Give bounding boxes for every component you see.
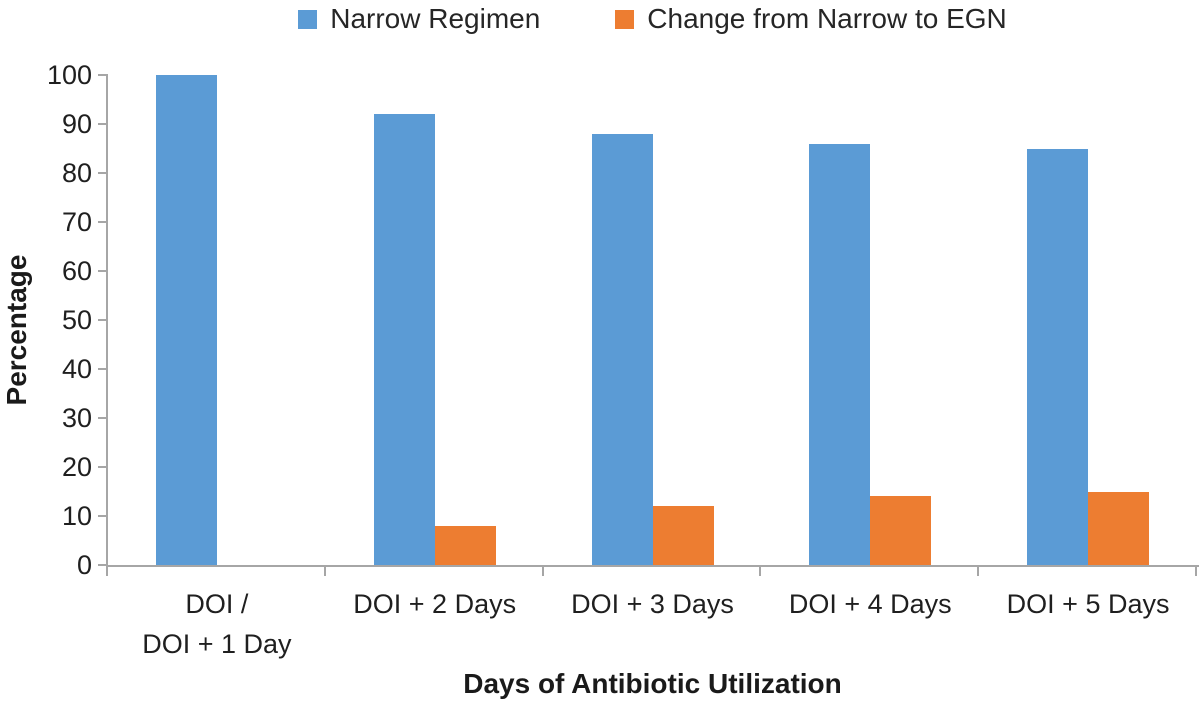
y-tick-mark [98, 74, 108, 76]
legend-item-narrow-regimen: Narrow Regimen [298, 3, 540, 35]
chart-legend: Narrow Regimen Change from Narrow to EGN [108, 2, 1197, 36]
y-tick-label: 0 [76, 550, 92, 580]
x-category-label: DOI + 4 Days [761, 584, 979, 624]
legend-label-narrow-regimen: Narrow Regimen [330, 3, 541, 34]
x-category-label: DOI + 3 Days [544, 584, 762, 624]
bar-narrow-regimen [1027, 148, 1089, 565]
x-boundary-tick [1195, 567, 1197, 576]
bar-change-from-narrow-to-egn [870, 496, 932, 565]
legend-swatch-change-to-egn-icon [615, 9, 635, 29]
x-boundary-tick [977, 567, 980, 576]
x-category-label: DOI + 5 Days [979, 584, 1197, 624]
y-tick-label: 30 [61, 403, 92, 433]
y-axis-line [106, 75, 108, 565]
bar-narrow-regimen [373, 114, 435, 565]
y-tick-label: 90 [61, 109, 92, 139]
y-tick-label: 70 [61, 207, 92, 237]
x-category-label-line: DOI + 2 Days [353, 589, 517, 619]
y-tick-mark [98, 319, 108, 321]
x-category-label-line: DOI + 4 Days [788, 589, 952, 619]
y-tick-mark [98, 221, 108, 223]
y-axis-title: Percentage [1, 254, 32, 406]
x-category-label-line: DOI / [185, 589, 249, 619]
x-boundary-tick [323, 567, 326, 576]
y-tick-mark [98, 515, 108, 517]
x-category-label-line: DOI + 5 Days [1006, 589, 1170, 619]
x-category-label-line: DOI + 3 Days [571, 589, 734, 619]
legend-swatch-narrow-regimen-icon [298, 9, 318, 29]
x-category-label: DOI + 2 Days [326, 584, 544, 624]
x-category-label: DOI / DOI + 1 Day [108, 584, 326, 664]
y-tick-label: 100 [46, 60, 92, 90]
x-axis-line [106, 565, 1199, 567]
bar-narrow-regimen [809, 143, 871, 565]
y-tick-mark [98, 123, 108, 125]
y-tick-mark [98, 466, 108, 468]
bar-narrow-regimen [591, 133, 653, 565]
x-boundary-tick [759, 567, 762, 576]
y-tick-label: 60 [61, 256, 92, 286]
y-tick-mark [98, 564, 108, 566]
y-tick-label: 80 [61, 158, 92, 188]
y-tick-mark [98, 417, 108, 419]
x-axis-title: Days of Antibiotic Utilization [463, 668, 842, 699]
bar-narrow-regimen [155, 75, 217, 565]
y-tick-label: 40 [61, 354, 92, 384]
x-category-label-line: DOI + 1 Day [142, 629, 292, 659]
x-boundary-tick [541, 567, 544, 576]
y-tick-mark [98, 368, 108, 370]
y-tick-mark [98, 270, 108, 272]
legend-item-change-to-egn: Change from Narrow to EGN [615, 3, 1007, 35]
y-tick-label: 10 [61, 501, 92, 531]
y-tick-label: 20 [61, 452, 92, 482]
bar-change-from-narrow-to-egn [434, 525, 496, 565]
legend-label-change-to-egn: Change from Narrow to EGN [647, 3, 1007, 34]
y-tick-label: 50 [61, 305, 92, 335]
bar-change-from-narrow-to-egn [652, 506, 714, 565]
bar-change-from-narrow-to-egn [1088, 491, 1150, 565]
x-boundary-tick [106, 567, 108, 576]
y-tick-mark [98, 172, 108, 174]
